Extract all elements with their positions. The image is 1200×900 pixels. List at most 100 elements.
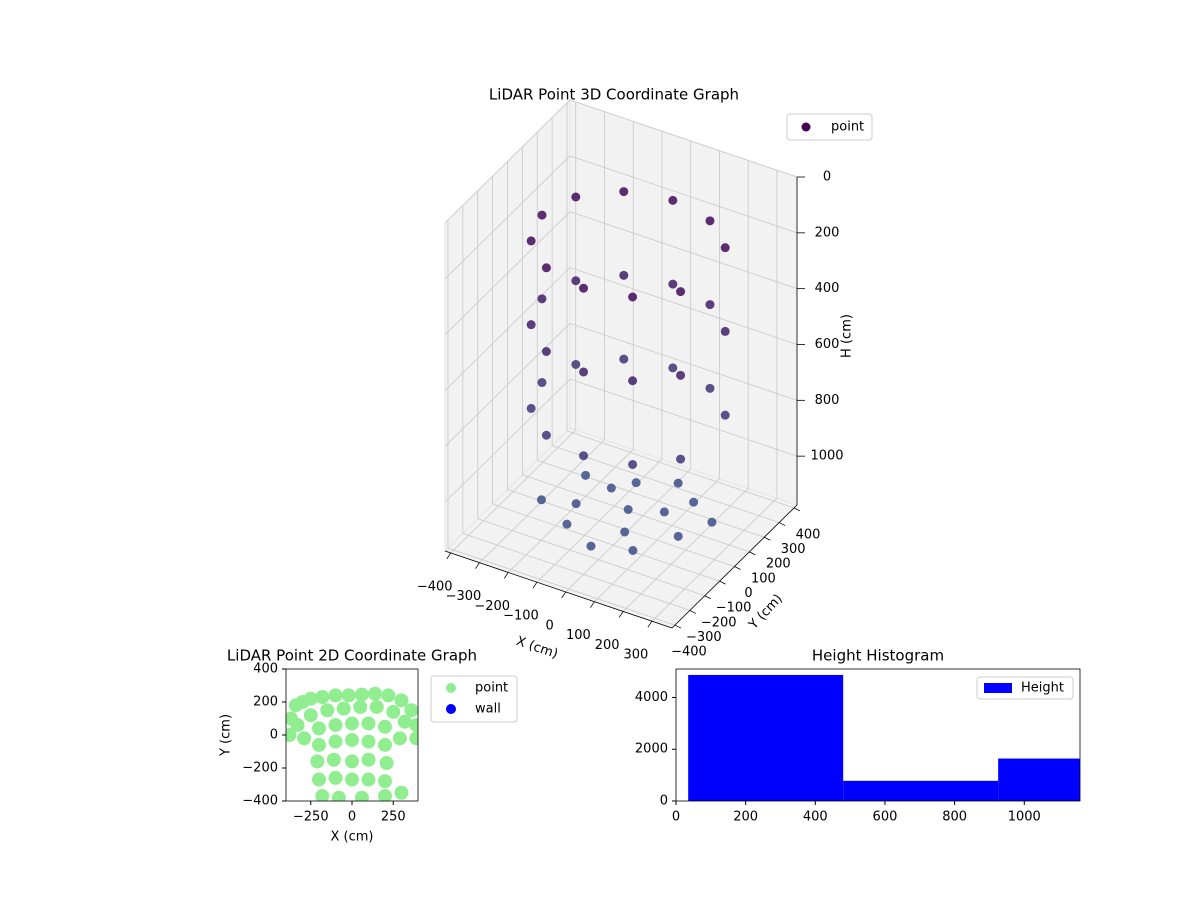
point	[631, 478, 641, 488]
point	[668, 363, 678, 373]
grid-line	[569, 267, 798, 345]
z-tick-label: 600	[815, 337, 840, 352]
y-tick-label: −200	[242, 761, 278, 776]
tick-mark	[647, 620, 653, 628]
point	[368, 686, 383, 701]
x-tick-label: −400	[417, 579, 453, 594]
point	[303, 708, 318, 723]
grid-line	[569, 378, 798, 457]
x-tick-label: 300	[623, 648, 648, 663]
point	[526, 320, 536, 330]
point	[312, 772, 326, 787]
grid-line	[569, 211, 798, 290]
tick-mark	[674, 624, 682, 629]
x-tick-label: 1000	[1008, 810, 1041, 825]
point	[541, 263, 551, 273]
point	[579, 367, 589, 377]
tick-mark	[749, 551, 756, 556]
tick-mark	[719, 580, 726, 585]
point	[328, 770, 343, 785]
grid-line	[569, 322, 798, 401]
grid-line	[444, 211, 571, 335]
point	[537, 294, 547, 304]
x-tick-label: 200	[733, 810, 758, 825]
point	[354, 790, 369, 801]
point	[628, 292, 638, 302]
point	[341, 688, 356, 703]
y-tick-label: 0	[270, 728, 278, 743]
tick-mark	[704, 595, 711, 600]
axes-frame	[675, 668, 1081, 802]
point	[354, 687, 369, 702]
point	[673, 531, 683, 541]
point	[394, 785, 409, 800]
point	[290, 718, 305, 733]
x-tick-label: 0	[348, 810, 356, 825]
point	[361, 772, 376, 787]
grid-line	[552, 445, 780, 523]
x-tick-label: 0	[672, 810, 680, 825]
tick-mark	[618, 611, 624, 618]
point	[320, 703, 335, 718]
grid-line	[444, 267, 571, 391]
z-tick-label: 400	[815, 281, 840, 296]
chart-title: LiDAR Point 2D Coordinate Graph	[227, 647, 477, 665]
grid-line	[522, 474, 750, 553]
x-tick-label: 800	[942, 810, 967, 825]
y-tick-label: 4000	[635, 690, 668, 705]
tick-mark	[778, 522, 786, 526]
tick-mark	[475, 562, 480, 569]
legend-patch	[984, 683, 1012, 693]
point	[676, 454, 686, 464]
y-tick-label: 200	[253, 695, 278, 710]
z-tick-label: 1000	[810, 449, 843, 464]
point	[526, 236, 536, 246]
x-tick-label: −250	[293, 810, 329, 825]
point	[536, 495, 546, 505]
plot-area	[688, 674, 1080, 801]
point	[378, 737, 392, 752]
point	[659, 507, 669, 517]
point	[628, 459, 638, 469]
y-tick-label: −100	[716, 601, 752, 616]
point	[620, 527, 630, 537]
tick-mark	[503, 572, 509, 579]
grid-line	[477, 518, 705, 597]
point	[537, 210, 547, 220]
point	[379, 756, 394, 771]
point	[619, 270, 629, 280]
point	[312, 737, 326, 752]
y-tick-label: −400	[671, 645, 707, 660]
point	[381, 688, 396, 703]
point	[297, 731, 312, 746]
x-tick-label: −300	[446, 589, 482, 604]
grid-line	[492, 503, 720, 582]
grid-line	[569, 155, 798, 234]
y-tick-label: 200	[766, 557, 791, 572]
point	[409, 731, 418, 746]
legend-marker	[446, 704, 456, 714]
point	[619, 354, 629, 364]
point	[707, 517, 717, 527]
point	[404, 703, 418, 718]
grid-line	[462, 533, 690, 611]
x-tick-label: −200	[474, 599, 510, 614]
tick-mark	[532, 581, 538, 589]
point	[571, 359, 581, 369]
y-axis-line	[671, 504, 798, 629]
point	[303, 691, 318, 706]
point	[394, 693, 409, 708]
point	[579, 283, 589, 293]
point	[571, 499, 581, 509]
bar	[843, 780, 999, 801]
point	[315, 789, 330, 801]
y-axis-label: Y (cm)	[219, 714, 234, 757]
point	[378, 774, 392, 789]
z-tick-label: 0	[823, 170, 831, 185]
point	[336, 701, 351, 716]
legend-label: point	[831, 120, 864, 135]
point	[378, 719, 392, 734]
z-axis-label: H (cm)	[840, 314, 855, 358]
point	[361, 752, 376, 767]
point	[312, 721, 326, 736]
